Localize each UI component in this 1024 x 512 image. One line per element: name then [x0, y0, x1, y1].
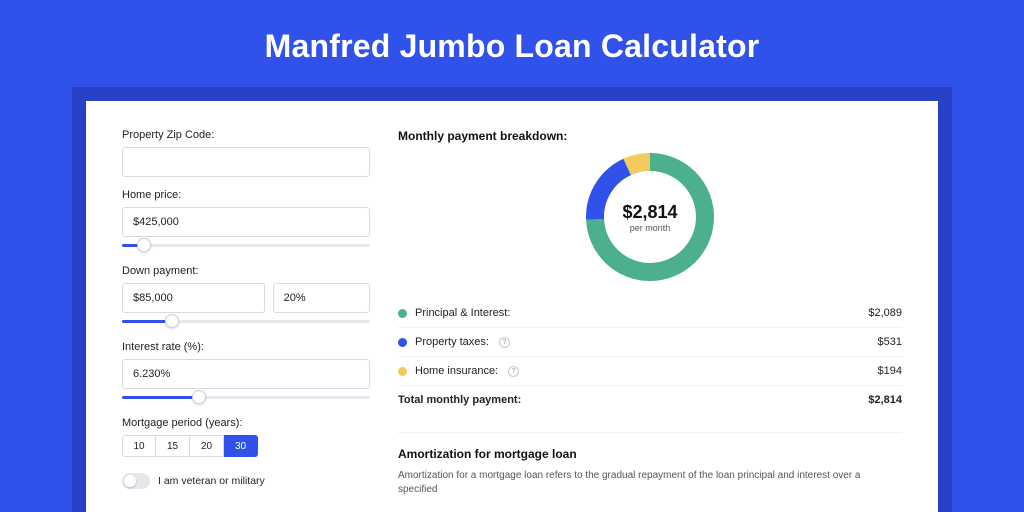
donut-chart: $2,814 per month [398, 153, 902, 281]
veteran-label: I am veteran or military [158, 475, 265, 487]
legend-value: $2,089 [868, 307, 902, 319]
calculator-card: Property Zip Code: Home price: Down paym… [86, 101, 938, 512]
home-price-slider[interactable] [122, 239, 370, 253]
card-shadow: Property Zip Code: Home price: Down paym… [72, 87, 952, 512]
zip-label: Property Zip Code: [122, 129, 370, 141]
total-row: Total monthly payment: $2,814 [398, 385, 902, 414]
form-panel: Property Zip Code: Home price: Down paym… [122, 129, 370, 512]
interest-rate-input[interactable] [122, 359, 370, 389]
veteran-row: I am veteran or military [122, 473, 370, 489]
slider-thumb[interactable] [192, 390, 206, 404]
legend-value: $531 [878, 336, 902, 348]
mortgage-period-label: Mortgage period (years): [122, 417, 370, 429]
legend-row: Principal & Interest: $2,089 [398, 299, 902, 327]
interest-rate-label: Interest rate (%): [122, 341, 370, 353]
home-price-label: Home price: [122, 189, 370, 201]
legend-row: Property taxes:? $531 [398, 327, 902, 356]
slider-thumb[interactable] [165, 314, 179, 328]
period-option-10[interactable]: 10 [122, 435, 156, 457]
period-option-20[interactable]: 20 [190, 435, 224, 457]
page-title: Manfred Jumbo Loan Calculator [0, 0, 1024, 87]
down-payment-input[interactable] [122, 283, 265, 313]
legend-row: Home insurance:? $194 [398, 356, 902, 385]
amortization-text: Amortization for a mortgage loan refers … [398, 469, 902, 497]
info-icon[interactable]: ? [508, 366, 519, 377]
total-label: Total monthly payment: [398, 394, 521, 406]
amortization-title: Amortization for mortgage loan [398, 432, 902, 461]
info-icon[interactable]: ? [499, 337, 510, 348]
slider-thumb[interactable] [137, 238, 151, 252]
donut-center-amount: $2,814 [622, 202, 677, 223]
period-option-30[interactable]: 30 [224, 435, 258, 457]
donut-center-sub: per month [630, 223, 671, 233]
legend-value: $194 [878, 365, 902, 377]
home-price-input[interactable] [122, 207, 370, 237]
breakdown-legend: Principal & Interest: $2,089 Property taxe… [398, 299, 902, 385]
legend-label: Home insurance: [415, 365, 498, 377]
legend-dot [398, 367, 407, 376]
down-payment-pct-input[interactable] [273, 283, 370, 313]
down-payment-slider[interactable] [122, 315, 370, 329]
period-option-15[interactable]: 15 [156, 435, 190, 457]
down-payment-label: Down payment: [122, 265, 370, 277]
legend-dot [398, 338, 407, 347]
legend-label: Property taxes: [415, 336, 489, 348]
zip-input[interactable] [122, 147, 370, 177]
veteran-toggle[interactable] [122, 473, 150, 489]
breakdown-title: Monthly payment breakdown: [398, 129, 902, 143]
interest-rate-slider[interactable] [122, 391, 370, 405]
legend-dot [398, 309, 407, 318]
total-value: $2,814 [868, 394, 902, 406]
legend-label: Principal & Interest: [415, 307, 510, 319]
breakdown-panel: Monthly payment breakdown: $2,814 per mo… [398, 129, 902, 512]
mortgage-period-segmented: 10152030 [122, 435, 370, 457]
